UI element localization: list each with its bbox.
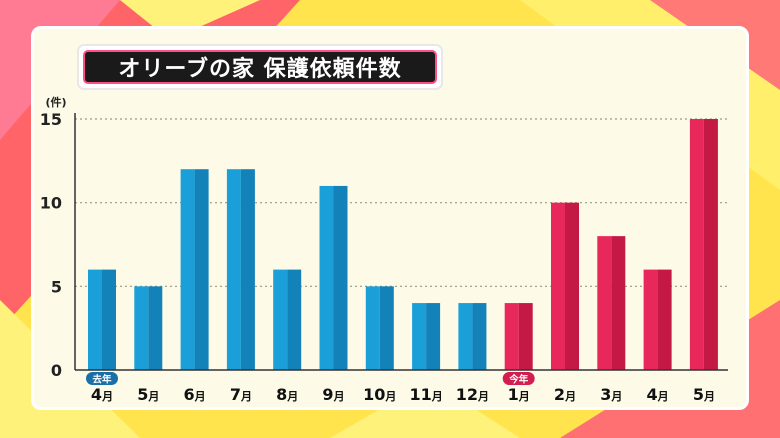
x-tick-label: 10月 — [363, 385, 396, 404]
bar-shade — [518, 303, 533, 370]
y-axis: 0 5 10 15 — [40, 110, 728, 380]
bar-face — [365, 286, 380, 370]
bar — [504, 303, 533, 370]
bars-layer — [88, 119, 718, 370]
bar — [134, 286, 163, 370]
bar-shade — [657, 269, 672, 370]
bar-face — [134, 286, 149, 370]
bar-shade — [565, 202, 579, 370]
bar-shade — [194, 169, 209, 370]
bar-shade — [102, 269, 116, 370]
bar-shade — [240, 169, 255, 370]
bar-shade — [703, 119, 718, 370]
x-tick-label: 5月 — [693, 385, 715, 404]
bar — [226, 169, 255, 370]
bar-face — [180, 169, 195, 370]
bar-shade — [287, 269, 302, 370]
bar-face — [458, 303, 473, 370]
x-tick-label: 9月 — [322, 385, 344, 404]
bar-face — [412, 303, 427, 370]
bar — [273, 269, 302, 370]
x-tick-label: 6月 — [184, 385, 206, 404]
bar-face — [226, 169, 241, 370]
x-tick-label: 11月 — [409, 385, 442, 404]
bar-face — [88, 269, 102, 370]
period-badges: 去年 今年 — [86, 372, 535, 386]
bar — [597, 236, 626, 370]
bar-face — [551, 202, 565, 370]
y-tick-label: 0 — [51, 361, 62, 380]
x-tick-label: 1月 — [508, 385, 530, 404]
period-badge: 去年 — [86, 372, 118, 386]
period-badge-pill — [86, 372, 118, 385]
bar-shade — [472, 303, 487, 370]
x-tick-label: 5月 — [137, 385, 159, 404]
x-tick-label: 2月 — [554, 385, 576, 404]
bar — [689, 119, 718, 370]
bar — [458, 303, 487, 370]
period-badge-label: 去年 — [92, 374, 112, 386]
bar-face — [273, 269, 288, 370]
bar-face — [504, 303, 519, 370]
bar — [365, 286, 394, 370]
title-inner: オリーブの家 保護依頼件数 — [83, 50, 437, 84]
bar-shade — [333, 185, 348, 370]
grid-layer — [75, 118, 728, 287]
bar-shade — [148, 286, 163, 370]
bar-shade — [379, 286, 394, 370]
x-axis: 4月 5月 6月 7月 8月 9月 10月 11月 12月 1月 2月 3月 4月 5月 — [91, 385, 715, 404]
x-tick-label: 7月 — [230, 385, 252, 404]
bar — [319, 185, 348, 370]
x-tick-label: 4月 — [91, 385, 113, 404]
bar-face — [643, 269, 658, 370]
y-axis-label: (件) — [45, 95, 66, 109]
period-badge-label: 今年 — [508, 374, 529, 386]
bar — [180, 169, 209, 370]
period-badge-pill — [502, 372, 535, 385]
bar-shade — [611, 236, 626, 370]
bar-face — [597, 236, 612, 370]
x-tick-label: 3月 — [600, 385, 622, 404]
bar-shade — [426, 303, 441, 370]
bar-face — [689, 119, 704, 370]
bar — [88, 269, 116, 370]
bar — [643, 269, 672, 370]
x-tick-label: 12月 — [456, 385, 489, 404]
bar — [551, 202, 579, 370]
x-tick-label: 8月 — [276, 385, 298, 404]
y-tick-label: 5 — [51, 277, 62, 296]
bar — [412, 303, 441, 370]
x-tick-label: 4月 — [647, 385, 669, 404]
bar-face — [319, 185, 334, 370]
y-tick-label: 15 — [40, 110, 62, 129]
y-tick-label: 10 — [40, 194, 62, 213]
chart-title: オリーブの家 保護依頼件数 — [118, 57, 402, 82]
period-badge: 今年 — [502, 372, 535, 386]
title-box: オリーブの家 保護依頼件数 — [77, 44, 443, 90]
